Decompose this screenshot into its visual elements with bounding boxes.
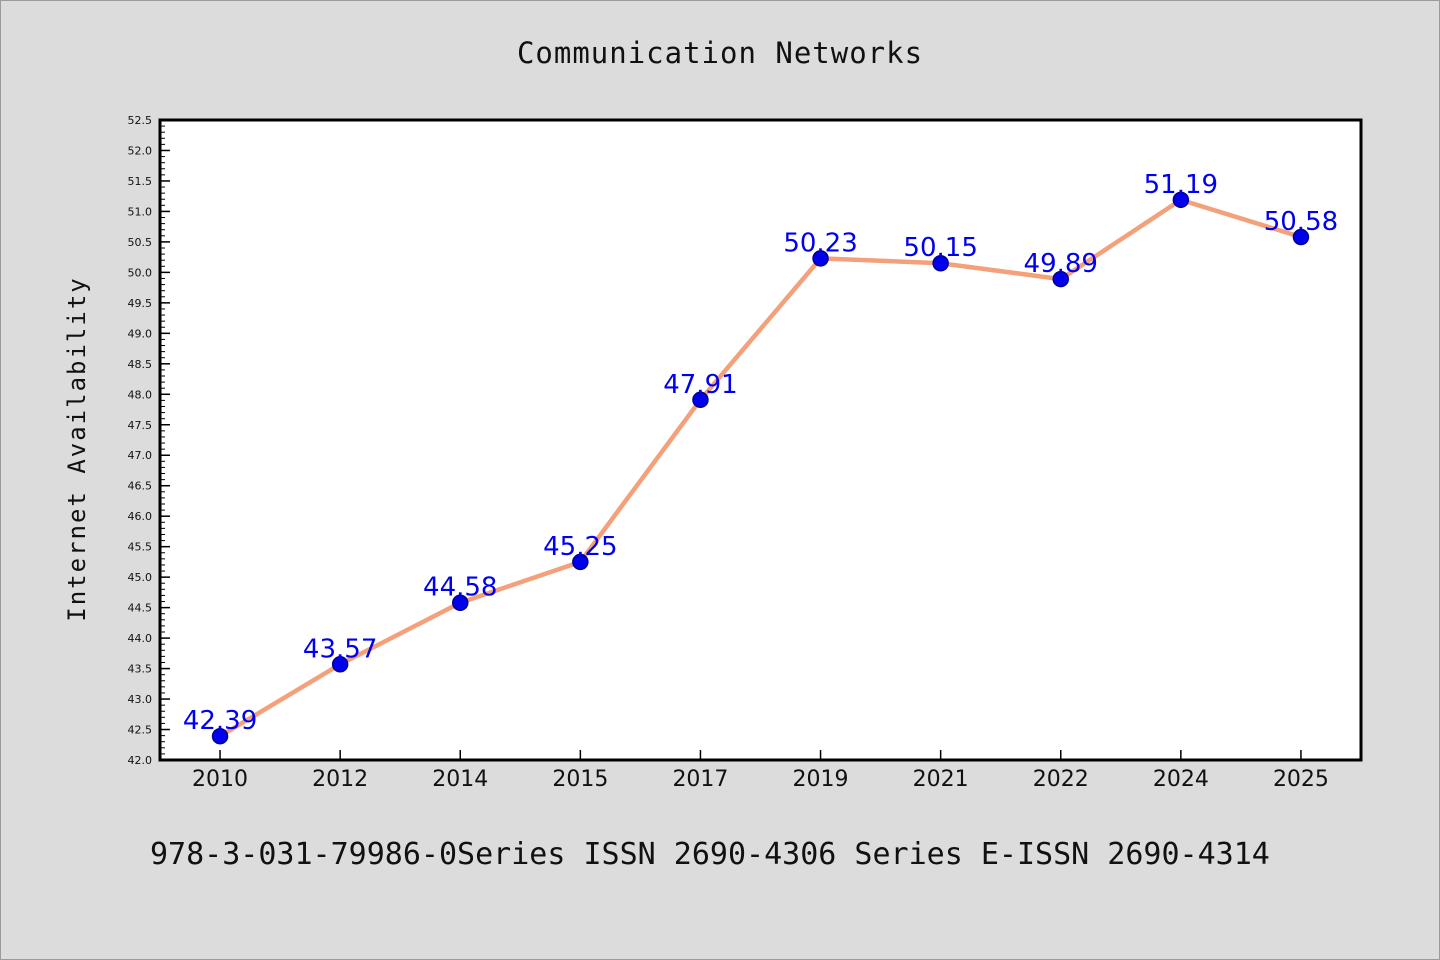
x-tick-label: 2021 (913, 767, 969, 792)
y-tick-label: 50.5 (128, 236, 153, 249)
data-label: 50.23 (783, 228, 857, 258)
x-tick-label: 2014 (432, 767, 488, 792)
data-point (1052, 270, 1069, 288)
data-label: 44.58 (423, 573, 497, 603)
data-label: 43.57 (303, 634, 377, 664)
data-label: 47.91 (663, 370, 737, 400)
y-tick-label: 42.5 (128, 724, 153, 737)
x-axis: 2010 2012 2014 2015 2017 2019 2021 2022 2024 2025 (192, 750, 1329, 792)
y-tick-label: 43.5 (128, 663, 153, 676)
y-axis: 42.0 42.5 43.0 43.5 44.0 44.5 45.0 45.5 46.0 46.5… (128, 114, 170, 767)
data-labels: 42.39 43.57 44.58 45.25 47.91 50.23 50.15 49.89… (183, 170, 1338, 736)
y-axis-label: Internet Availability (63, 276, 91, 621)
footer-text: 978-3-031-79986-0Series ISSN 2690-4306 S… (150, 837, 1270, 872)
data-label: 50.58 (1264, 207, 1338, 237)
x-tick-label: 2024 (1153, 767, 1209, 792)
data-label: 49.89 (1024, 249, 1098, 279)
series-line-path (217, 197, 1304, 739)
data-label: 50.15 (903, 233, 977, 263)
data-point (331, 656, 349, 673)
y-tick-label: 45.5 (128, 541, 153, 554)
data-point (572, 553, 589, 571)
data-point (1172, 191, 1190, 209)
y-tick-label: 49.0 (128, 327, 153, 340)
x-tick-label: 2022 (1033, 767, 1089, 792)
data-point (211, 727, 229, 745)
x-tick-label: 2010 (192, 767, 248, 792)
data-point (812, 250, 829, 267)
data-label: 42.39 (183, 706, 257, 736)
x-tick-label: 2019 (793, 767, 849, 792)
y-tick-label: 46.0 (128, 510, 153, 523)
y-tick-label: 47.5 (128, 419, 153, 432)
data-markers (211, 191, 1310, 745)
y-tick-label: 44.5 (128, 602, 153, 615)
y-tick-label: 50.0 (128, 266, 153, 279)
x-tick-label: 2025 (1273, 767, 1329, 792)
y-tick-label: 51.0 (128, 205, 153, 218)
y-tick-label: 48.5 (128, 358, 153, 371)
y-tick-label: 48.0 (128, 388, 153, 401)
y-tick-label: 51.5 (128, 175, 153, 188)
chart-title: Communication Networks (517, 36, 923, 70)
y-tick-label: 42.0 (128, 754, 153, 767)
x-tick-label: 2017 (672, 767, 728, 792)
data-point (1292, 228, 1310, 246)
series-line (217, 197, 1304, 739)
data-point (452, 594, 469, 611)
y-tick-label: 52.0 (128, 144, 153, 157)
y-tick-label: 46.5 (128, 480, 153, 493)
y-tick-label: 43.0 (128, 693, 153, 706)
y-tick-label: 47.0 (128, 449, 153, 462)
data-point (692, 391, 709, 409)
x-tick-label: 2012 (312, 767, 368, 792)
y-tick-label: 44.0 (128, 632, 153, 645)
data-label: 51.19 (1144, 170, 1218, 200)
data-point (932, 254, 949, 272)
y-tick-label: 52.5 (128, 114, 153, 127)
x-tick-label: 2015 (552, 767, 608, 792)
y-tick-label: 45.0 (128, 571, 153, 584)
y-tick-label: 49.5 (128, 297, 153, 310)
data-label: 45.25 (543, 532, 617, 562)
